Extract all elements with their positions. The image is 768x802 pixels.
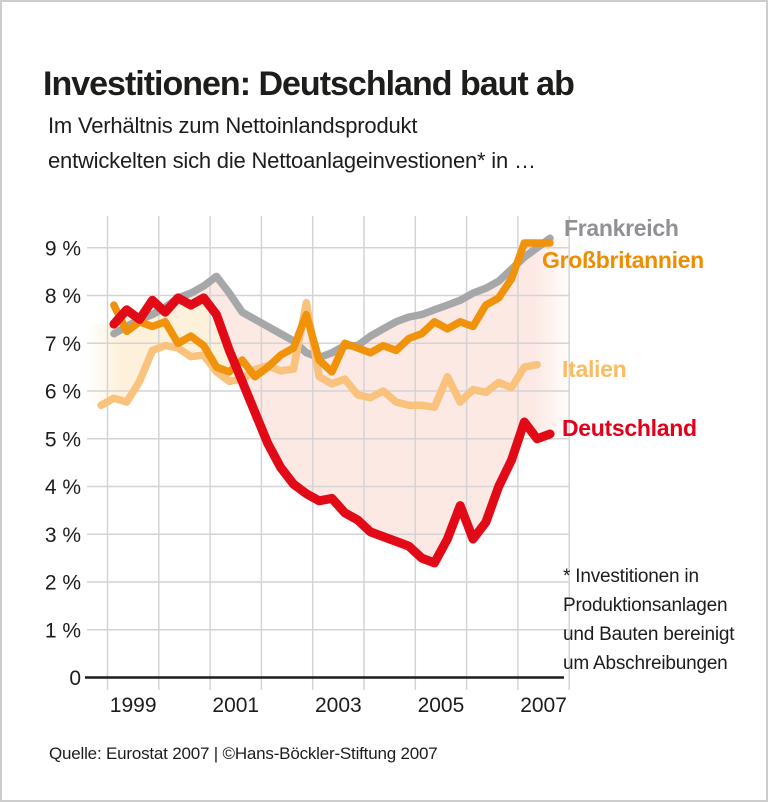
source-line: Quelle: Eurostat 2007 | ©Hans-Böckler-St… — [49, 744, 438, 763]
x-tick-label: 2003 — [315, 694, 362, 717]
y-tick-label: 8 % — [45, 285, 81, 308]
y-tick-label: 2 % — [45, 572, 81, 595]
y-tick-label: 5 % — [45, 428, 81, 451]
y-axis-labels: 9 % 8 % 7 % 6 % 5 % 4 % 3 % 2 % 1 % 0 — [45, 237, 81, 690]
y-tick-label: 4 % — [45, 476, 81, 499]
y-tick-label: 0 — [69, 667, 81, 690]
series-line-italien — [97, 298, 541, 411]
x-axis-labels: 1999 2001 2003 2005 2007 — [110, 694, 567, 717]
x-tick-label: 2007 — [520, 694, 567, 717]
legend-italien: Italien — [562, 356, 627, 382]
x-tick-label: 1999 — [110, 694, 157, 717]
y-tick-label: 1 % — [45, 619, 81, 642]
legend-grossbritannien: Großbritannien — [542, 247, 704, 273]
series-line-frankreich — [110, 234, 554, 362]
gridlines — [87, 216, 570, 690]
y-tick-label: 9 % — [45, 237, 81, 260]
x-tick-label: 2005 — [418, 694, 465, 717]
y-tick-label: 6 % — [45, 381, 81, 404]
series-line-großbritannien — [110, 239, 554, 381]
y-tick-label: 7 % — [45, 333, 81, 356]
y-tick-label: 3 % — [45, 524, 81, 547]
legend-frankreich: Frankreich — [564, 215, 679, 241]
area-fill-gap-band — [178, 238, 573, 563]
legend-deutschland: Deutschland — [562, 415, 697, 441]
x-tick-label: 2001 — [212, 694, 259, 717]
page-title: Investitionen: Deutschland baut ab — [43, 64, 575, 103]
series-line-deutschland — [109, 293, 555, 568]
footnote: * Investitionen in Produktionsanlagen un… — [563, 566, 735, 674]
subtitle: Im Verhältnis zum Nettoinlandsprodukt en… — [48, 113, 536, 173]
